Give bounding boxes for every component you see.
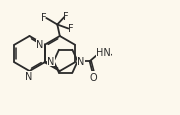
Text: F: F xyxy=(68,24,74,34)
Text: F: F xyxy=(41,13,47,23)
Text: N: N xyxy=(37,40,44,50)
Text: N: N xyxy=(77,56,84,66)
Text: N: N xyxy=(25,72,32,82)
Text: F: F xyxy=(64,12,69,22)
Text: N: N xyxy=(47,56,54,66)
Text: HN: HN xyxy=(96,48,111,58)
Text: O: O xyxy=(89,72,97,82)
